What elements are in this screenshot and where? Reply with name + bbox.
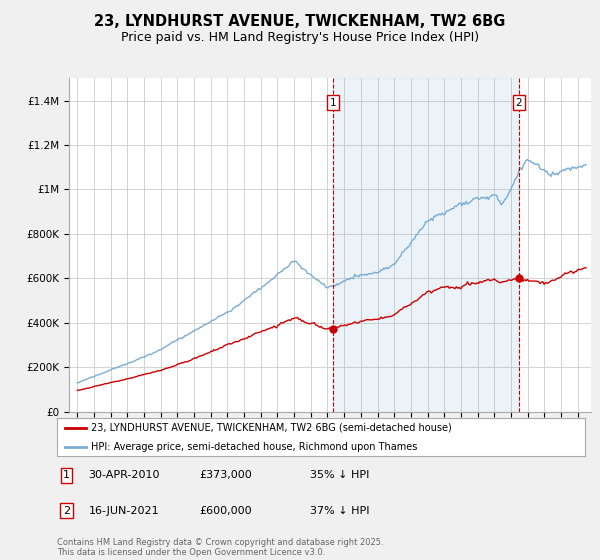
Text: 2: 2 bbox=[515, 98, 522, 108]
Text: 30-APR-2010: 30-APR-2010 bbox=[89, 470, 160, 480]
Bar bbox=[333, 78, 518, 412]
Text: 23, LYNDHURST AVENUE, TWICKENHAM, TW2 6BG (semi-detached house): 23, LYNDHURST AVENUE, TWICKENHAM, TW2 6B… bbox=[91, 423, 452, 433]
Text: HPI: Average price, semi-detached house, Richmond upon Thames: HPI: Average price, semi-detached house,… bbox=[91, 442, 418, 452]
Text: 16-JUN-2021: 16-JUN-2021 bbox=[89, 506, 160, 516]
Text: Contains HM Land Registry data © Crown copyright and database right 2025.
This d: Contains HM Land Registry data © Crown c… bbox=[57, 538, 383, 557]
Text: 1: 1 bbox=[329, 98, 337, 108]
Text: 2: 2 bbox=[63, 506, 70, 516]
Text: £600,000: £600,000 bbox=[200, 506, 252, 516]
Text: 35% ↓ HPI: 35% ↓ HPI bbox=[310, 470, 370, 480]
Text: £373,000: £373,000 bbox=[200, 470, 253, 480]
Text: 23, LYNDHURST AVENUE, TWICKENHAM, TW2 6BG: 23, LYNDHURST AVENUE, TWICKENHAM, TW2 6B… bbox=[94, 14, 506, 29]
Text: Price paid vs. HM Land Registry's House Price Index (HPI): Price paid vs. HM Land Registry's House … bbox=[121, 31, 479, 44]
Text: 37% ↓ HPI: 37% ↓ HPI bbox=[310, 506, 370, 516]
Text: 1: 1 bbox=[63, 470, 70, 480]
